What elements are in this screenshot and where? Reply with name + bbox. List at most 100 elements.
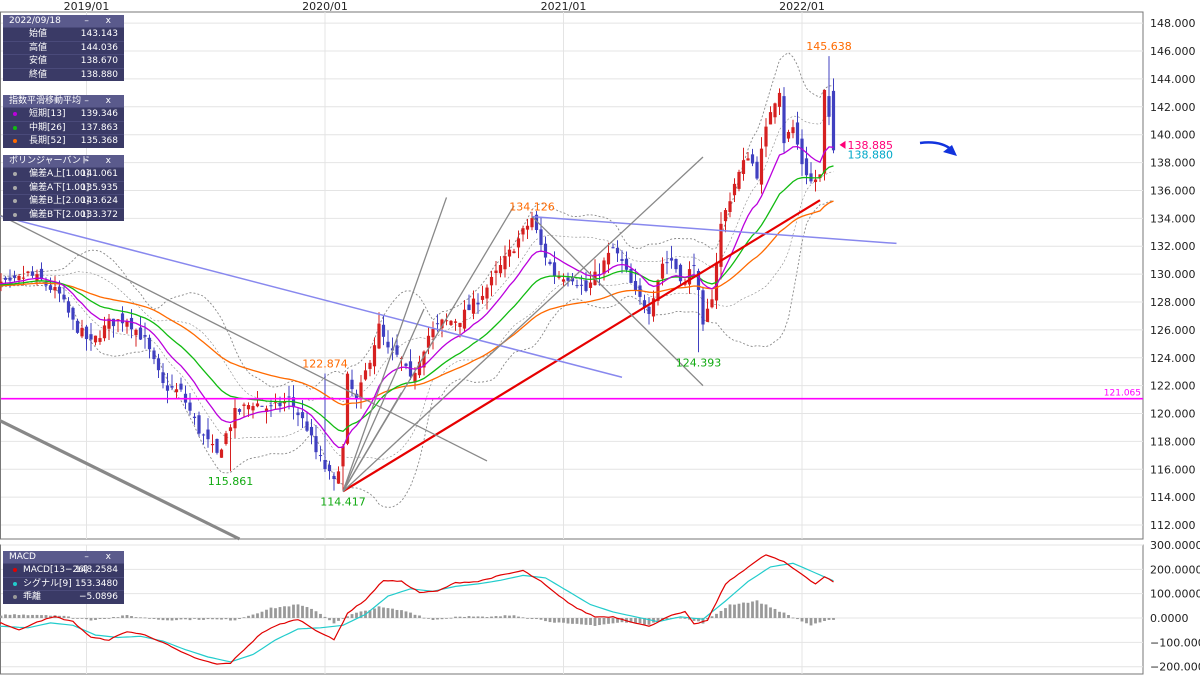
macd-hist-bar: [490, 616, 493, 619]
macd-hist-bar: [269, 607, 273, 619]
macd-hist-bar: [638, 618, 642, 624]
candle-body: [386, 341, 390, 348]
candle-body: [12, 275, 17, 278]
macd-line-icon: [13, 568, 17, 572]
macd-hist-bar: [508, 615, 511, 619]
y-tick-label: 120.000: [1150, 408, 1196, 421]
y-tick-label: 140.000: [1150, 129, 1196, 142]
macd-hist-bar: [359, 611, 363, 619]
open-value: 143.143: [80, 29, 118, 39]
y-tick-label: 112.000: [1150, 519, 1196, 532]
candle-body: [71, 307, 75, 320]
ema-mid-value: 137.863: [80, 122, 118, 133]
candle-body: [188, 402, 192, 411]
macd-hist-bar: [548, 618, 552, 623]
macd-hist-bar: [220, 618, 223, 620]
candle-body: [750, 154, 755, 164]
bollinger-panel-header[interactable]: ボリンジャーバンド – x: [3, 155, 124, 167]
macd-hist-bar: [238, 618, 241, 619]
candle-body: [435, 323, 440, 325]
macd-hist-bar: [8, 614, 12, 619]
macd-hist-bar: [805, 618, 808, 624]
candle-body: [813, 179, 818, 183]
candle-body: [476, 302, 480, 305]
candle-body: [633, 280, 638, 291]
candle-body: [620, 259, 624, 261]
panel-controls[interactable]: – x: [84, 552, 118, 562]
candle-body: [278, 402, 282, 407]
ema-row-short: 短期[13] 139.346: [3, 107, 124, 121]
bollinger-b-upper: [0, 52, 834, 391]
high-value: 144.036: [80, 42, 118, 53]
candle-body: [755, 161, 759, 179]
macd-hist-bar: [400, 610, 403, 619]
macd-panel-header[interactable]: MACD – x: [3, 551, 124, 563]
ema-panel-header[interactable]: 指数平滑移動平均 – x: [3, 95, 124, 107]
candle-body: [381, 324, 386, 337]
macd-hist-bar: [773, 608, 777, 619]
macd-hist-bar: [611, 618, 615, 624]
trendline-fan-5: [342, 392, 403, 492]
candle-body: [777, 92, 782, 107]
macd-hist-bar: [94, 618, 97, 620]
macd-hist-bar: [458, 616, 462, 619]
macd-hist-bar: [656, 618, 660, 621]
macd-hist-bar: [742, 602, 745, 619]
y-tick-label: 130.000: [1150, 268, 1196, 281]
trendline-red-uptrend: [342, 199, 821, 493]
macd-hist-bar: [112, 616, 115, 619]
y-tick-label: 124.000: [1150, 352, 1196, 365]
candle-body: [498, 265, 503, 274]
candle-body: [453, 321, 458, 323]
bb-dot-icon: [13, 212, 17, 217]
macd-hist-bar: [476, 616, 480, 619]
ohlc-panel-header[interactable]: 2022/09/18 – x: [3, 15, 124, 27]
macd-hist-bar: [341, 618, 345, 619]
bollinger-panel-title: ボリンジャーバンド: [9, 156, 90, 166]
macd-hist-bar: [431, 618, 435, 620]
panel-controls[interactable]: – x: [84, 156, 118, 166]
candle-body: [242, 404, 246, 406]
panel-controls[interactable]: – x: [84, 16, 118, 26]
candle-body: [705, 308, 710, 322]
candle-body: [264, 408, 269, 412]
candle-body: [80, 327, 84, 337]
macd-hist-bar: [197, 618, 201, 620]
extreme-label: 145.638: [806, 40, 852, 53]
candle-body: [494, 270, 498, 274]
macd-hist-bar: [283, 606, 286, 619]
candle-body: [210, 443, 215, 446]
macd-hist-bar: [796, 618, 799, 620]
macd-hist-bar: [665, 618, 669, 620]
candle-body: [98, 338, 102, 342]
macd-hist-bar: [521, 617, 525, 619]
macd-hist-bar: [301, 605, 304, 619]
macd-hist-bar: [589, 618, 592, 625]
candle-body: [701, 290, 705, 325]
macd-hist-bar: [620, 618, 624, 623]
y-tick-label: 136.000: [1150, 184, 1196, 197]
macd-hist-bar: [152, 618, 156, 619]
macd-hist-bar: [391, 608, 394, 619]
candle-body: [332, 475, 336, 480]
candle-body: [773, 103, 777, 118]
trendline-blue-flat: [531, 215, 897, 245]
macd-hist-bar: [80, 618, 84, 619]
macd-y-tick-label: 100.0000: [1150, 588, 1200, 601]
macd-hist-bar: [418, 615, 421, 619]
current-price-marker-icon: [839, 140, 846, 149]
macd-hist-bar: [647, 618, 651, 625]
candle-body: [57, 286, 62, 294]
candle-body: [539, 229, 543, 245]
main-plot-frame: [0, 11, 1144, 540]
macd-value: 148.2584: [75, 565, 118, 575]
macd-y-tick-label: 300.0000: [1150, 539, 1200, 552]
macd-hist-bar: [692, 618, 696, 621]
candle-body: [768, 112, 773, 125]
macd-hist-bar: [143, 617, 147, 619]
macd-hist-bar: [31, 614, 34, 619]
candle-body: [66, 301, 71, 313]
panel-controls[interactable]: – x: [84, 96, 118, 106]
candle-body: [179, 383, 183, 390]
